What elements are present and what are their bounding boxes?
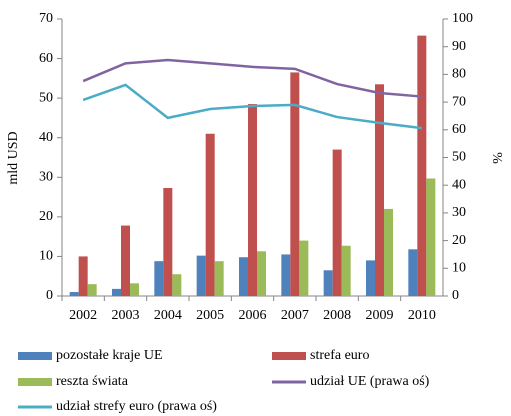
bar	[78, 256, 88, 296]
y-tick-label: 70	[39, 11, 53, 26]
bar	[130, 283, 139, 296]
bar	[121, 225, 130, 296]
legend-label: udział strefy euro (prawa oś)	[56, 399, 217, 414]
y2-tick-label: 90	[452, 39, 466, 54]
bar	[205, 133, 215, 296]
bar	[214, 261, 224, 296]
y-tick-label: 50	[39, 90, 53, 105]
bar	[154, 261, 164, 296]
bar	[417, 35, 427, 297]
bar	[408, 249, 418, 296]
bar	[112, 288, 121, 296]
bar	[163, 187, 173, 296]
y2-axis-label: %	[489, 152, 504, 164]
x-tick-label: 2004	[154, 308, 182, 323]
x-tick-label: 2002	[69, 308, 97, 323]
legend-label: strefa euro	[310, 348, 369, 363]
x-tick-label: 2009	[366, 308, 394, 323]
y2-tick-label: 80	[452, 67, 466, 82]
y2-tick-label: 100	[452, 11, 473, 26]
y-axis-label: mld USD	[6, 131, 21, 184]
x-tick-label: 2005	[196, 308, 224, 323]
line-series	[82, 58, 422, 98]
line-series	[82, 83, 422, 130]
bar	[299, 240, 309, 296]
bar	[87, 284, 97, 296]
y2-tick-label: 0	[452, 288, 459, 303]
bar	[366, 260, 375, 296]
legend-label: udział UE (prawa oś)	[310, 374, 430, 389]
legend-swatch	[18, 352, 52, 360]
y2-tick-label: 10	[452, 261, 466, 276]
x-tick-label: 2003	[112, 308, 140, 323]
y2-tick-label: 40	[452, 177, 466, 192]
bar	[239, 257, 248, 296]
y2-tick-label: 20	[452, 233, 466, 248]
legend-swatch	[18, 378, 52, 386]
bar	[196, 255, 206, 296]
legend-label: pozostałe kraje UE	[56, 348, 163, 363]
bar	[281, 254, 291, 296]
x-tick-label: 2008	[323, 308, 351, 323]
legend-label: reszta świata	[56, 374, 129, 389]
y2-tick-label: 30	[452, 205, 466, 220]
bar	[332, 149, 342, 296]
bar	[341, 245, 351, 296]
y-tick-label: 40	[39, 130, 53, 145]
y-tick-label: 60	[39, 51, 53, 66]
bar	[248, 104, 257, 296]
bar	[69, 292, 79, 296]
y-tick-label: 20	[39, 209, 53, 224]
bar	[384, 208, 393, 296]
bar	[257, 251, 266, 296]
bar	[426, 178, 436, 296]
y2-tick-label: 60	[452, 122, 466, 137]
x-tick-label: 2010	[408, 308, 436, 323]
bar	[172, 274, 182, 296]
legend-swatch	[272, 352, 306, 360]
y-tick-label: 0	[46, 288, 53, 303]
bar	[323, 270, 333, 296]
x-tick-label: 2007	[281, 308, 309, 323]
y-tick-label: 30	[39, 170, 53, 185]
y2-tick-label: 70	[452, 94, 466, 109]
y2-tick-label: 50	[452, 150, 466, 165]
bar	[290, 72, 300, 297]
bar	[375, 84, 384, 297]
y-tick-label: 10	[39, 249, 53, 264]
x-tick-label: 2006	[239, 308, 267, 323]
